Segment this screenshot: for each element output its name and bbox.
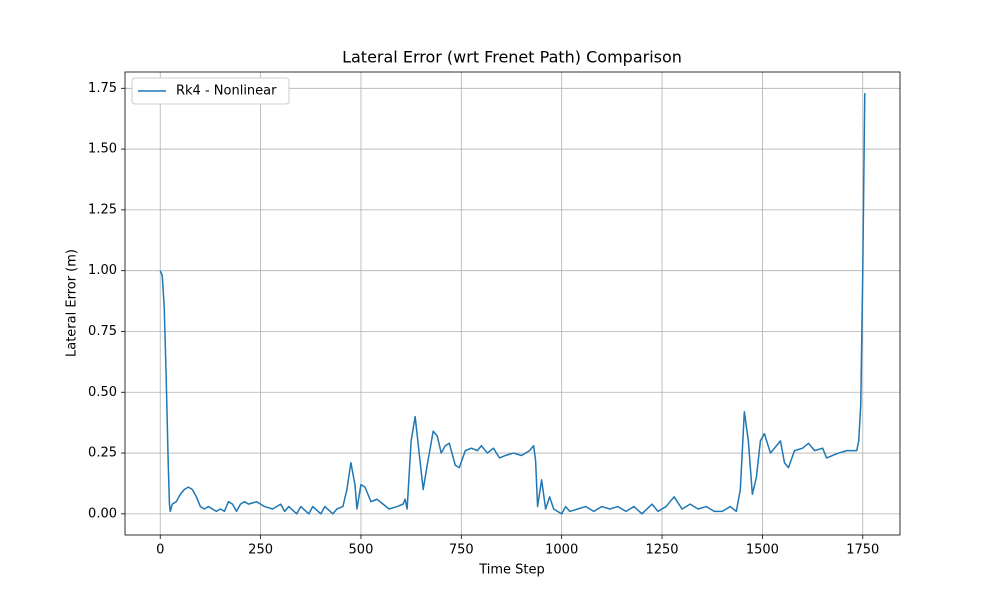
- chart-title: Lateral Error (wrt Frenet Path) Comparis…: [342, 48, 682, 67]
- legend-box: [131, 77, 290, 105]
- y-tick-label: 1.75: [88, 81, 117, 96]
- x-tick-label: 500: [349, 543, 374, 558]
- legend-label: Rk4 - Nonlinear: [176, 84, 277, 99]
- y-tick-label: 1.25: [88, 202, 117, 217]
- x-axis-label: Time Step: [478, 563, 545, 578]
- y-tick-label: 1.00: [88, 263, 117, 278]
- y-tick-label: 0.00: [88, 506, 117, 521]
- y-tick-label: 0.25: [88, 446, 117, 461]
- y-axis-label: Lateral Error (m): [65, 249, 80, 357]
- x-tick-label: 250: [248, 543, 273, 558]
- y-tick-label: 0.75: [88, 324, 117, 339]
- plot-frame: [124, 71, 901, 536]
- data-line: [159, 93, 866, 515]
- x-tick-label: 1000: [545, 543, 578, 558]
- x-tick-label: 1250: [645, 543, 678, 558]
- x-tick-label: 750: [449, 543, 474, 558]
- x-tick-label: 1500: [746, 543, 779, 558]
- x-tick-label: 1750: [846, 543, 879, 558]
- x-tick-label: 0: [156, 543, 164, 558]
- y-tick-label: 0.50: [88, 385, 117, 400]
- y-tick-label: 1.50: [88, 142, 117, 157]
